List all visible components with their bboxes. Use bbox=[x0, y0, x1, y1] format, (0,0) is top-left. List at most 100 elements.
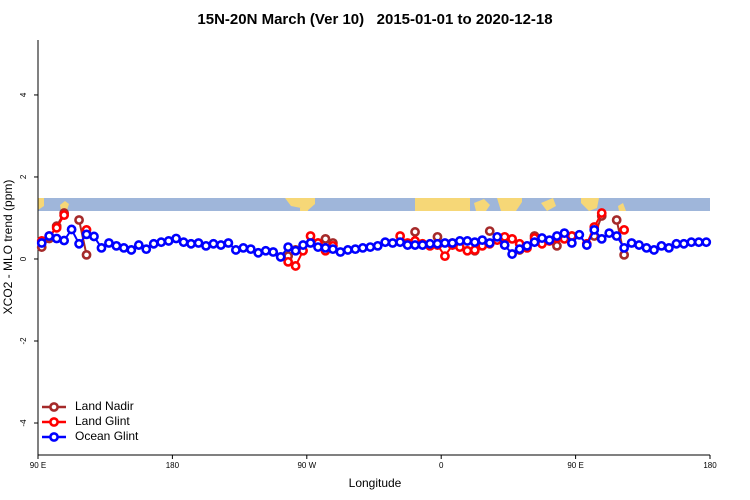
data-point bbox=[589, 224, 600, 235]
data-point bbox=[268, 247, 279, 257]
data-point bbox=[59, 210, 70, 221]
y-tick-label: 4 bbox=[19, 92, 28, 97]
data-point bbox=[298, 240, 308, 250]
data-point bbox=[440, 238, 450, 248]
data-point bbox=[529, 237, 540, 248]
x-tick-label: 90 E bbox=[567, 461, 583, 470]
data-point bbox=[260, 245, 271, 256]
data-point bbox=[111, 240, 122, 251]
data-point bbox=[245, 244, 256, 255]
data-point bbox=[320, 233, 331, 244]
data-point bbox=[313, 242, 323, 252]
data-point bbox=[544, 235, 555, 246]
legend-marker bbox=[49, 432, 59, 442]
data-point bbox=[656, 240, 667, 251]
data-point bbox=[342, 245, 353, 255]
data-point bbox=[51, 233, 62, 244]
data-point bbox=[290, 261, 301, 271]
data-point bbox=[447, 238, 458, 248]
data-point bbox=[283, 242, 294, 252]
data-point bbox=[328, 244, 338, 255]
data-point bbox=[559, 228, 570, 239]
data-point bbox=[380, 237, 391, 248]
data-point bbox=[66, 224, 77, 235]
y-axis-label: XCO2 - MLO trend (ppm) bbox=[1, 180, 15, 315]
data-point bbox=[678, 238, 689, 249]
y-tick-label: -2 bbox=[19, 337, 28, 345]
x-tick-label: 90 E bbox=[30, 461, 46, 470]
data-point bbox=[171, 233, 182, 244]
data-point bbox=[89, 231, 99, 242]
data-point bbox=[51, 222, 62, 233]
data-point bbox=[81, 229, 92, 240]
data-point bbox=[454, 236, 465, 246]
data-point bbox=[574, 229, 585, 240]
data-point bbox=[581, 240, 592, 250]
data-point bbox=[507, 233, 518, 244]
data-point bbox=[634, 240, 644, 250]
legend-marker bbox=[49, 402, 59, 412]
data-point bbox=[686, 237, 697, 248]
y-tick-label: 0 bbox=[19, 256, 28, 261]
y-tick-label: 2 bbox=[19, 174, 28, 179]
data-point bbox=[432, 238, 443, 249]
data-point bbox=[693, 237, 704, 248]
data-point bbox=[59, 235, 70, 246]
data-point bbox=[484, 226, 495, 236]
data-point bbox=[201, 240, 211, 251]
data-point bbox=[387, 238, 398, 248]
data-point bbox=[126, 245, 137, 255]
x-tick-label: 180 bbox=[166, 461, 180, 470]
legend-label: Ocean Glint bbox=[75, 429, 139, 443]
data-point bbox=[641, 243, 652, 253]
data-point bbox=[163, 236, 174, 246]
y-tick-label: -4 bbox=[19, 419, 28, 427]
x-tick-label: 90 W bbox=[297, 461, 316, 470]
data-point bbox=[290, 245, 301, 256]
data-point bbox=[186, 238, 196, 249]
data-point bbox=[253, 247, 264, 258]
data-point bbox=[596, 233, 607, 244]
data-point bbox=[305, 238, 316, 248]
data-point bbox=[469, 237, 480, 248]
data-point bbox=[566, 238, 577, 248]
data-point bbox=[148, 238, 159, 249]
data-point bbox=[469, 245, 480, 255]
data-point bbox=[552, 231, 562, 241]
data-point bbox=[611, 215, 622, 225]
data-point bbox=[477, 235, 488, 246]
data-point bbox=[462, 236, 473, 246]
data-point bbox=[552, 240, 562, 251]
data-point bbox=[118, 243, 129, 253]
data-point bbox=[156, 237, 167, 248]
data-point bbox=[410, 227, 420, 237]
data-point bbox=[499, 240, 510, 250]
data-point bbox=[417, 240, 428, 250]
data-point bbox=[395, 237, 406, 248]
data-point bbox=[350, 244, 361, 255]
data-point bbox=[193, 238, 204, 248]
plot-area bbox=[36, 208, 712, 271]
data-point bbox=[626, 238, 637, 248]
legend-marker bbox=[49, 417, 59, 427]
data-point bbox=[372, 240, 383, 251]
data-point bbox=[611, 231, 622, 241]
data-point bbox=[499, 231, 510, 242]
data-point bbox=[596, 208, 607, 218]
data-point bbox=[208, 238, 219, 249]
data-point bbox=[44, 231, 55, 241]
data-point bbox=[81, 249, 92, 260]
data-point bbox=[74, 215, 84, 225]
data-point bbox=[335, 247, 346, 257]
data-point bbox=[492, 231, 503, 242]
data-point bbox=[619, 224, 630, 235]
data-point bbox=[36, 238, 47, 248]
data-point bbox=[275, 252, 286, 262]
data-point bbox=[178, 237, 189, 248]
legend-label: Land Glint bbox=[75, 414, 130, 428]
data-point bbox=[425, 238, 435, 249]
data-point bbox=[141, 244, 152, 255]
data-point bbox=[522, 240, 532, 251]
x-axis-label: Longitude bbox=[349, 476, 402, 490]
